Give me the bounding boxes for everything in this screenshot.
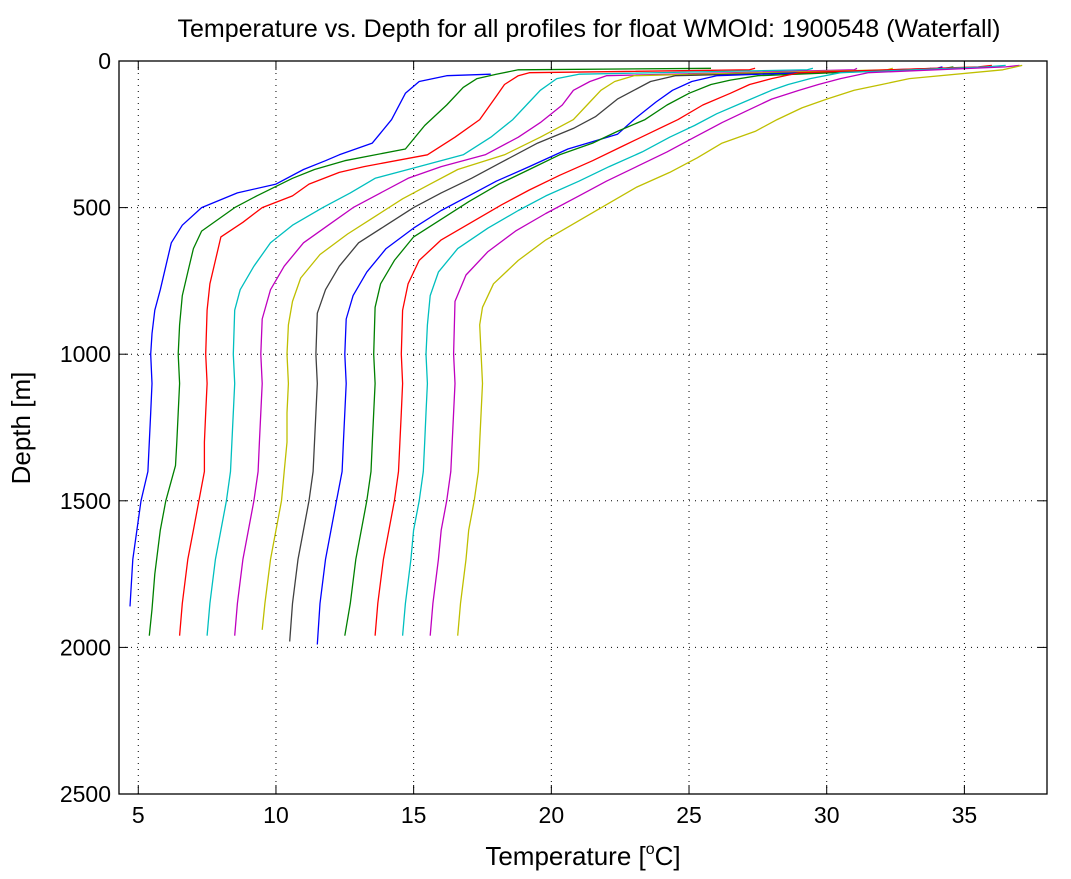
y-tick-label: 2000: [60, 634, 111, 660]
x-tick-label: 20: [539, 802, 565, 828]
y-axis-label: Depth [m]: [6, 372, 36, 485]
x-tick-label: 30: [814, 802, 840, 828]
x-tick-label: 5: [132, 802, 145, 828]
profile-line-13: [457, 64, 1023, 636]
y-tick-label: 2500: [60, 781, 111, 807]
profile-line-11: [401, 64, 1006, 636]
x-tick-label: 35: [952, 802, 978, 828]
plot-area: [119, 61, 1047, 794]
profile-line-6: [261, 67, 893, 630]
profile-line-7: [289, 67, 932, 642]
x-axis-label: Temperature [oC]: [485, 841, 680, 871]
grid: [119, 61, 1047, 794]
y-tick-label: 1000: [60, 341, 111, 367]
profile-line-3: [178, 67, 756, 636]
profile-line-1: [129, 73, 491, 607]
profile-line-2: [148, 67, 712, 636]
plot-frame: [118, 60, 1048, 795]
series-group: [129, 64, 1023, 645]
profile-line-12: [429, 64, 1020, 636]
x-tick-label: 25: [676, 802, 702, 828]
y-tick-label: 1500: [60, 488, 111, 514]
profile-line-10: [374, 64, 992, 636]
profile-line-8: [316, 66, 943, 645]
profile-line-5: [234, 67, 858, 636]
ticks: 5 10 15 20 25 30 35 0 500 1000 1500 2000 2500: [60, 48, 1047, 828]
y-tick-label: 500: [73, 195, 111, 221]
chart-title: Temperature vs. Depth for all profiles f…: [177, 15, 1000, 43]
x-tick-label: 10: [263, 802, 289, 828]
profile-line-4: [206, 67, 814, 636]
y-tick-label: 0: [98, 48, 111, 74]
x-tick-label: 15: [401, 802, 427, 828]
profile-line-9: [344, 66, 954, 636]
